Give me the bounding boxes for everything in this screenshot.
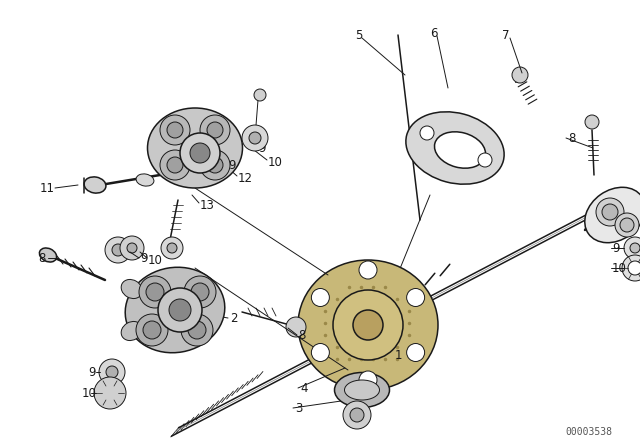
Ellipse shape <box>136 174 154 186</box>
Text: 4: 4 <box>300 382 307 395</box>
Text: 2: 2 <box>230 311 237 324</box>
Ellipse shape <box>344 380 380 400</box>
Circle shape <box>161 237 183 259</box>
Text: 10: 10 <box>148 254 163 267</box>
Ellipse shape <box>125 267 225 353</box>
Circle shape <box>312 289 330 306</box>
Ellipse shape <box>84 177 106 193</box>
Text: 5: 5 <box>355 29 362 42</box>
Text: 8: 8 <box>568 132 575 145</box>
Text: 9: 9 <box>88 366 95 379</box>
Circle shape <box>624 237 640 259</box>
Circle shape <box>620 218 634 232</box>
Circle shape <box>512 67 528 83</box>
Circle shape <box>167 157 183 173</box>
Circle shape <box>286 317 306 337</box>
Circle shape <box>207 122 223 138</box>
Text: 9: 9 <box>258 142 266 155</box>
Circle shape <box>160 115 190 145</box>
Circle shape <box>139 276 171 308</box>
Text: 10: 10 <box>612 262 627 275</box>
Circle shape <box>106 366 118 378</box>
Circle shape <box>359 261 377 279</box>
Circle shape <box>181 314 213 346</box>
Circle shape <box>112 244 124 256</box>
Text: 3: 3 <box>295 401 302 414</box>
Text: 9: 9 <box>612 241 620 254</box>
Text: 10: 10 <box>268 155 283 168</box>
Text: 12: 12 <box>238 172 253 185</box>
Ellipse shape <box>121 322 142 340</box>
Circle shape <box>105 237 131 263</box>
Circle shape <box>146 283 164 301</box>
Circle shape <box>169 299 191 321</box>
Circle shape <box>167 243 177 253</box>
Circle shape <box>628 261 640 275</box>
Circle shape <box>94 377 126 409</box>
Ellipse shape <box>435 132 486 168</box>
Circle shape <box>359 371 377 389</box>
Text: 7: 7 <box>502 29 509 42</box>
Text: 11: 11 <box>40 181 55 194</box>
Circle shape <box>622 255 640 281</box>
Circle shape <box>350 408 364 422</box>
Text: 10: 10 <box>82 387 97 400</box>
Ellipse shape <box>121 280 142 298</box>
Circle shape <box>191 283 209 301</box>
Ellipse shape <box>335 372 390 408</box>
Circle shape <box>200 150 230 180</box>
Circle shape <box>406 289 424 306</box>
Text: 13: 13 <box>200 198 215 211</box>
Circle shape <box>254 89 266 101</box>
Circle shape <box>188 321 206 339</box>
Text: 8: 8 <box>298 328 305 341</box>
Circle shape <box>99 359 125 385</box>
Text: 00003538: 00003538 <box>565 427 612 437</box>
Circle shape <box>478 153 492 167</box>
Circle shape <box>312 344 330 362</box>
Circle shape <box>207 157 223 173</box>
Circle shape <box>190 143 210 163</box>
Circle shape <box>630 243 640 253</box>
Text: 9: 9 <box>228 159 236 172</box>
Circle shape <box>333 290 403 360</box>
Text: 6: 6 <box>430 26 438 39</box>
Circle shape <box>158 288 202 332</box>
Circle shape <box>127 243 137 253</box>
Circle shape <box>180 133 220 173</box>
Circle shape <box>602 204 618 220</box>
Circle shape <box>615 213 639 237</box>
Circle shape <box>343 401 371 429</box>
Circle shape <box>249 132 261 144</box>
Circle shape <box>200 115 230 145</box>
Circle shape <box>420 126 434 140</box>
Circle shape <box>596 198 624 226</box>
Circle shape <box>120 236 144 260</box>
Text: 1: 1 <box>395 349 403 362</box>
Ellipse shape <box>406 112 504 184</box>
Circle shape <box>406 344 424 362</box>
Text: 8: 8 <box>38 251 45 264</box>
Circle shape <box>167 122 183 138</box>
Ellipse shape <box>298 260 438 390</box>
Circle shape <box>136 314 168 346</box>
Circle shape <box>585 115 599 129</box>
Circle shape <box>160 150 190 180</box>
Ellipse shape <box>40 248 56 262</box>
Text: 9: 9 <box>140 251 147 264</box>
Ellipse shape <box>585 187 640 243</box>
Circle shape <box>143 321 161 339</box>
Circle shape <box>242 125 268 151</box>
Circle shape <box>184 276 216 308</box>
Ellipse shape <box>147 108 243 188</box>
Circle shape <box>353 310 383 340</box>
